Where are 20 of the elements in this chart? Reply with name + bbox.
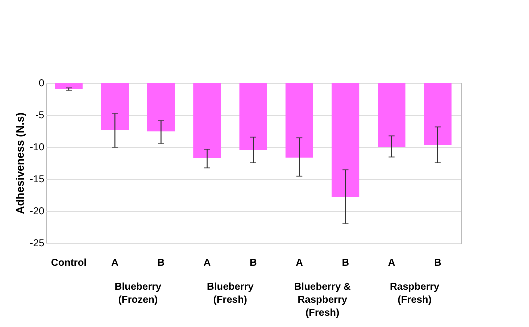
- text: Blueberry (Fresh): [207, 282, 254, 306]
- x-tick-label: B: [250, 258, 258, 269]
- x-tick-label: B: [158, 258, 165, 269]
- x-tick-label: B: [342, 258, 350, 269]
- y-tick-label: -20: [30, 206, 45, 218]
- text: Blueberry & Raspberry (Fresh): [294, 282, 352, 319]
- x-tick-label: A: [204, 258, 212, 269]
- text: Blueberry (Frozen): [114, 282, 162, 306]
- x-tick-label: A: [296, 258, 304, 269]
- y-tick-label: -25: [30, 238, 45, 250]
- x-tick-label: A: [388, 258, 396, 269]
- x-tick-label: Control: [51, 258, 88, 269]
- y-axis-title: Adhesiveness (N.s): [15, 112, 28, 214]
- x-tick-label: A: [112, 258, 119, 269]
- x-tick-label: B: [434, 258, 442, 269]
- y-tick-label: -10: [30, 142, 45, 154]
- y-tick-label: -5: [36, 110, 45, 122]
- text: Raspberry (Fresh): [390, 282, 440, 306]
- y-tick-label: 0: [38, 78, 45, 90]
- y-tick-label: -15: [30, 174, 45, 186]
